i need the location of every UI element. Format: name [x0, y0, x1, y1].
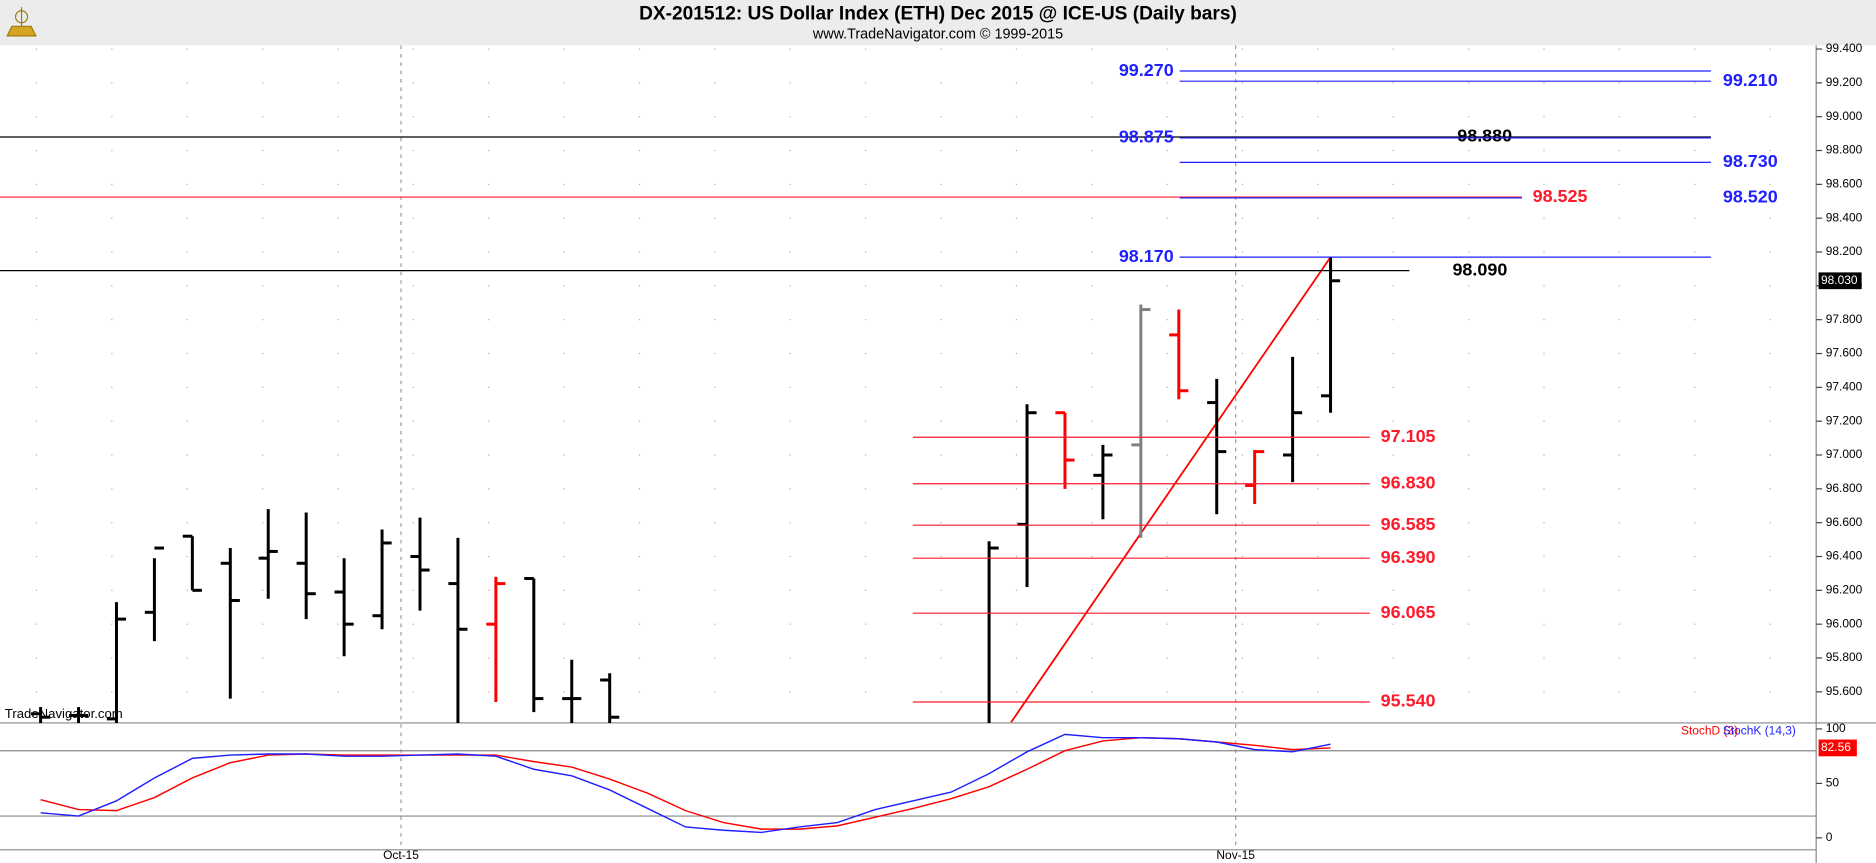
y-tick-label: 50 [1826, 776, 1840, 790]
x-tick-label: Nov-15 [1216, 848, 1255, 862]
y-tick-label: 96.200 [1826, 582, 1863, 596]
price-plot [31, 48, 1771, 723]
level-label: 98.730 [1723, 151, 1778, 171]
y-tick-label: 97.200 [1826, 413, 1863, 427]
level-label: 97.105 [1381, 426, 1436, 446]
level-label: 99.210 [1723, 70, 1778, 90]
chart-subtitle: www.TradeNavigator.com © 1999-2015 [812, 27, 1063, 43]
watermark: TradeNavigator.com [5, 706, 123, 721]
y-tick-label: 0 [1826, 830, 1833, 844]
y-tick-label: 97.600 [1826, 346, 1863, 360]
y-tick-label: 97.400 [1826, 380, 1863, 394]
y-tick-label: 98.200 [1826, 244, 1863, 258]
y-tick-label: 98.800 [1826, 143, 1863, 157]
level-label: 98.875 [1119, 127, 1174, 147]
level-label: 99.270 [1119, 60, 1174, 80]
last-value-label: 98.030 [1821, 273, 1858, 287]
y-tick-label: 97.800 [1826, 312, 1863, 326]
level-label: 96.585 [1381, 514, 1436, 534]
level-label: 96.065 [1381, 602, 1436, 622]
trend-line [1010, 256, 1332, 723]
level-label: 98.880 [1457, 126, 1512, 146]
y-tick-label: 96.000 [1826, 616, 1863, 630]
y-tick-label: 95.600 [1826, 684, 1863, 698]
y-tick-label: 95.800 [1826, 650, 1863, 664]
level-label: 98.090 [1452, 259, 1507, 279]
level-label: 98.520 [1723, 187, 1778, 207]
level-label: 96.390 [1381, 547, 1436, 567]
level-label: 98.170 [1119, 246, 1174, 266]
header-bg [0, 0, 1876, 46]
y-tick-label: 99.400 [1826, 41, 1863, 55]
last-value-label: 82.56 [1821, 740, 1851, 754]
y-tick-label: 98.400 [1826, 210, 1863, 224]
y-tick-label: 100 [1826, 721, 1846, 735]
x-tick-label: Oct-15 [383, 848, 419, 862]
legend-label: StochD (3) [1681, 723, 1738, 737]
y-tick-label: 99.200 [1826, 75, 1863, 89]
last-value-box [1818, 272, 1862, 290]
y-tick-label: 99.000 [1826, 109, 1863, 123]
logo [6, 7, 37, 37]
y-tick-label: 98.600 [1826, 177, 1863, 191]
level-label: 96.830 [1381, 473, 1436, 493]
last-value-box [1818, 739, 1857, 757]
level-label: 95.540 [1381, 691, 1436, 711]
level-label: 98.525 [1533, 186, 1588, 206]
y-tick-label: 96.400 [1826, 549, 1863, 563]
stoch-line [40, 733, 1331, 834]
y-tick-label: 97.000 [1826, 447, 1863, 461]
stoch-line [40, 736, 1331, 830]
y-tick-label: 96.600 [1826, 515, 1863, 529]
legend-label: StochK (14,3) [1723, 723, 1796, 737]
y-tick-label: 96.800 [1826, 481, 1863, 495]
chart-title: DX-201512: US Dollar Index (ETH) Dec 201… [639, 3, 1237, 24]
